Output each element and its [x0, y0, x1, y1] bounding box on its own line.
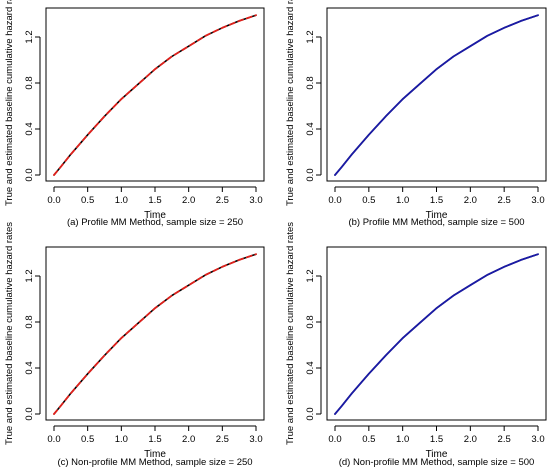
y-tick-label: 1.2 — [305, 30, 316, 43]
x-tick-label: 2.5 — [498, 434, 511, 445]
y-tick-label: 1.2 — [305, 269, 316, 282]
x-tick-label: 2.0 — [182, 434, 195, 445]
y-tick-label: 0.0 — [24, 168, 35, 181]
x-tick-label: 0.0 — [328, 195, 341, 206]
plot-frame — [45, 246, 265, 421]
y-tick-label: 1.2 — [24, 30, 35, 43]
true-hazard-line — [334, 14, 539, 176]
x-tick-label: 3.0 — [249, 195, 262, 206]
x-tick-label: 0.5 — [362, 434, 375, 445]
x-tick-label: 3.0 — [531, 434, 544, 445]
x-tick-label: 0.0 — [47, 195, 60, 206]
y-tick-label: 0.4 — [24, 122, 35, 135]
x-tick-label: 2.5 — [498, 195, 511, 206]
plot-frame — [326, 7, 547, 182]
panel-a: 0.0 0.5 1.0 1.5 2.0 2.5 3.0 0.0 0.4 0.8 1.2 Time Tru… — [4, 0, 265, 228]
x-axis-label: Time — [144, 449, 166, 460]
x-tick-label: 1.5 — [148, 434, 161, 445]
x-tick-label: 3.0 — [249, 434, 262, 445]
x-tick-label: 1.0 — [115, 195, 128, 206]
panel-caption: (a) Profile MM Method, sample size = 250 — [67, 217, 243, 228]
y-tick-label: 0.8 — [305, 76, 316, 89]
plot-frame — [326, 246, 547, 421]
x-axis-label: Time — [426, 449, 448, 460]
x-tick-label: 0.5 — [81, 195, 94, 206]
x-tick-label: 1.5 — [430, 195, 443, 206]
y-tick-label: 0.8 — [24, 315, 35, 328]
y-axis-label: True and estimated baseline cumulative h… — [285, 222, 296, 445]
estimated-hazard-line — [53, 253, 257, 415]
x-tick-label: 1.0 — [396, 434, 409, 445]
x-tick-label: 0.0 — [328, 434, 341, 445]
x-tick-label: 0.5 — [81, 434, 94, 445]
y-tick-label: 0.0 — [305, 168, 316, 181]
x-tick-label: 1.5 — [430, 434, 443, 445]
x-tick-label: 2.0 — [182, 195, 195, 206]
y-axis-label: True and estimated baseline cumulative h… — [285, 0, 296, 206]
panel-caption: (b) Profile MM Method, sample size = 500 — [348, 217, 524, 228]
y-tick-label: 0.4 — [24, 361, 35, 374]
true-hazard-line — [334, 253, 539, 415]
x-tick-label: 1.0 — [115, 434, 128, 445]
panel-b: 0.0 0.5 1.0 1.5 2.0 2.5 3.0 0.0 0.4 0.8 1.2 Time Tru… — [285, 0, 547, 228]
x-tick-label: 3.0 — [531, 195, 544, 206]
y-tick-label: 0.0 — [24, 407, 35, 420]
x-tick-label: 0.0 — [47, 434, 60, 445]
true-hazard-line — [53, 253, 257, 415]
estimated-hazard-line — [334, 253, 539, 415]
plot-frame — [45, 7, 265, 182]
x-tick-label: 2.5 — [216, 434, 229, 445]
x-tick-label: 0.5 — [362, 195, 375, 206]
y-axis-label: True and estimated baseline cumulative h… — [4, 222, 15, 445]
x-tick-label: 2.0 — [464, 434, 477, 445]
estimated-hazard-line — [334, 14, 539, 176]
panel-caption: (d) Non-profile MM Method, sample size =… — [339, 457, 535, 468]
true-hazard-line — [53, 14, 257, 176]
panel-d: 0.0 0.5 1.0 1.5 2.0 2.5 3.0 0.0 0.4 0.8 1.2 Time Tru… — [285, 222, 547, 468]
x-axis-label: Time — [144, 210, 166, 221]
x-tick-label: 2.5 — [216, 195, 229, 206]
x-axis-label: Time — [426, 210, 448, 221]
y-tick-label: 1.2 — [24, 269, 35, 282]
y-tick-label: 0.8 — [24, 76, 35, 89]
y-tick-label: 0.8 — [305, 315, 316, 328]
y-tick-label: 0.0 — [305, 407, 316, 420]
x-tick-label: 2.0 — [464, 195, 477, 206]
y-axis-label: True and estimated baseline cumulative h… — [4, 0, 15, 206]
panel-caption: (c) Non-profile MM Method, sample size =… — [57, 457, 252, 468]
panel-c: 0.0 0.5 1.0 1.5 2.0 2.5 3.0 0.0 0.4 0.8 1.2 Time Tru… — [4, 222, 265, 468]
y-tick-label: 0.4 — [305, 361, 316, 374]
x-tick-label: 1.5 — [148, 195, 161, 206]
estimated-hazard-line — [53, 14, 257, 176]
y-tick-label: 0.4 — [305, 122, 316, 135]
x-tick-label: 1.0 — [396, 195, 409, 206]
